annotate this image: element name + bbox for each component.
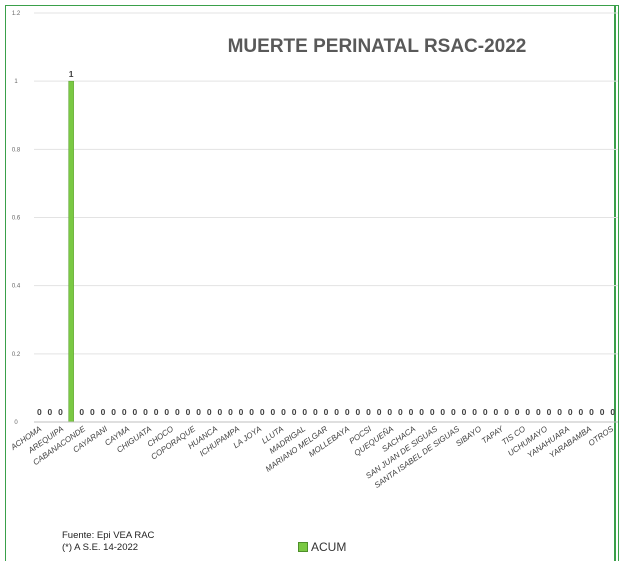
data-label: 0: [451, 407, 456, 417]
data-label: 0: [355, 407, 360, 417]
footnote: Fuente: Epi VEA RAC (*) A S.E. 14-2022: [62, 530, 154, 554]
data-label: 0: [111, 407, 116, 417]
data-label: 1: [69, 69, 74, 79]
data-label: 0: [547, 407, 552, 417]
data-label: 0: [79, 407, 84, 417]
data-label: 0: [324, 407, 329, 417]
data-label: 0: [239, 407, 244, 417]
frame-right-edge: [614, 5, 616, 561]
data-label: 0: [377, 407, 382, 417]
data-label: 0: [186, 407, 191, 417]
data-label: 0: [271, 407, 276, 417]
data-label: 0: [90, 407, 95, 417]
data-label: 0: [48, 407, 53, 417]
legend-swatch: [298, 542, 308, 552]
legend: ACUM: [298, 540, 346, 554]
y-tick-label: 1.2: [12, 11, 21, 17]
data-label: 0: [313, 407, 318, 417]
data-label: 0: [154, 407, 159, 417]
data-label: 0: [101, 407, 106, 417]
data-label: 0: [164, 407, 169, 417]
data-label: 0: [589, 407, 594, 417]
footnote-source: Fuente: Epi VEA RAC: [62, 530, 155, 541]
y-tick-label: 0.2: [12, 352, 21, 358]
footnote-period: (*) A S.E. 14-2022: [62, 542, 139, 553]
data-label: 0: [143, 407, 148, 417]
data-label: 0: [515, 407, 520, 417]
data-label: 0: [281, 407, 286, 417]
data-label: 0: [409, 407, 414, 417]
y-tick-label: 0.8: [12, 147, 21, 153]
data-label: 0: [483, 407, 488, 417]
chart-title: MUERTE PERINATAL RSAC-2022: [227, 36, 527, 57]
data-label: 0: [58, 407, 63, 417]
y-tick-label: 1: [14, 79, 18, 85]
data-label: 0: [334, 407, 339, 417]
data-label: 0: [387, 407, 392, 417]
data-label: 0: [228, 407, 233, 417]
y-tick-label: 0.4: [12, 284, 21, 290]
data-label: 0: [37, 407, 42, 417]
data-label: 0: [175, 407, 180, 417]
data-label: 0: [472, 407, 477, 417]
data-label: 0: [249, 407, 254, 417]
data-label: 0: [578, 407, 583, 417]
data-label: 0: [345, 407, 350, 417]
data-label: 0: [557, 407, 562, 417]
data-label: 0: [292, 407, 297, 417]
data-label: 0: [122, 407, 127, 417]
y-tick-label: 0.6: [12, 216, 21, 222]
data-label: 0: [196, 407, 201, 417]
data-label: 0: [398, 407, 403, 417]
data-label: 0: [207, 407, 212, 417]
data-label: 0: [600, 407, 605, 417]
data-label: 0: [504, 407, 509, 417]
data-label: 0: [462, 407, 467, 417]
data-label: 0: [525, 407, 530, 417]
bar: [68, 80, 74, 423]
data-label: 0: [133, 407, 138, 417]
data-label: 0: [260, 407, 265, 417]
data-label: 0: [366, 407, 371, 417]
data-label: 0: [568, 407, 573, 417]
data-label: 0: [430, 407, 435, 417]
legend-label: ACUM: [311, 540, 347, 554]
data-label: 0: [536, 407, 541, 417]
data-label: 0: [610, 407, 615, 417]
data-label: 0: [440, 407, 445, 417]
x-tick-label: OTROS: [587, 424, 616, 448]
data-label: 0: [494, 407, 499, 417]
y-tick-label: 0: [14, 420, 18, 426]
data-label: 0: [217, 407, 222, 417]
data-label: 0: [419, 407, 424, 417]
data-label: 0: [302, 407, 307, 417]
chart-frame: [5, 5, 619, 561]
